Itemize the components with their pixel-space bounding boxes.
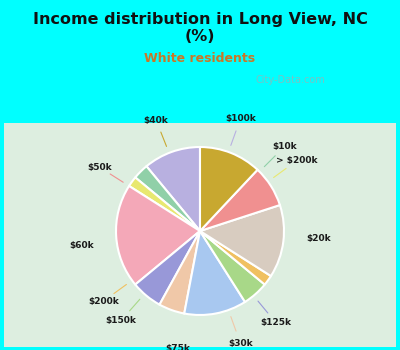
Text: $150k: $150k [106,316,136,325]
Text: $60k: $60k [69,241,94,251]
Wedge shape [200,147,258,231]
Wedge shape [135,166,200,231]
Text: $40k: $40k [144,116,168,125]
Text: $50k: $50k [87,163,112,172]
Text: $200k: $200k [88,296,119,306]
Text: $10k: $10k [272,142,297,151]
Text: $125k: $125k [260,318,292,327]
Wedge shape [200,231,271,285]
Text: City-Data.com: City-Data.com [255,75,325,85]
Text: Income distribution in Long View, NC
(%): Income distribution in Long View, NC (%) [32,12,368,44]
Text: $100k: $100k [225,114,256,123]
Wedge shape [200,170,280,231]
Text: $30k: $30k [228,339,253,348]
Text: > $200k: > $200k [276,156,317,166]
Wedge shape [135,231,200,304]
Wedge shape [129,177,200,231]
Wedge shape [200,231,265,302]
Text: $20k: $20k [307,234,331,243]
Wedge shape [146,147,200,231]
Wedge shape [160,231,200,314]
Wedge shape [200,205,284,276]
Text: $75k: $75k [165,344,190,350]
Bar [4,122,396,346]
Text: White residents: White residents [144,52,256,65]
Wedge shape [116,186,200,285]
Wedge shape [184,231,245,315]
